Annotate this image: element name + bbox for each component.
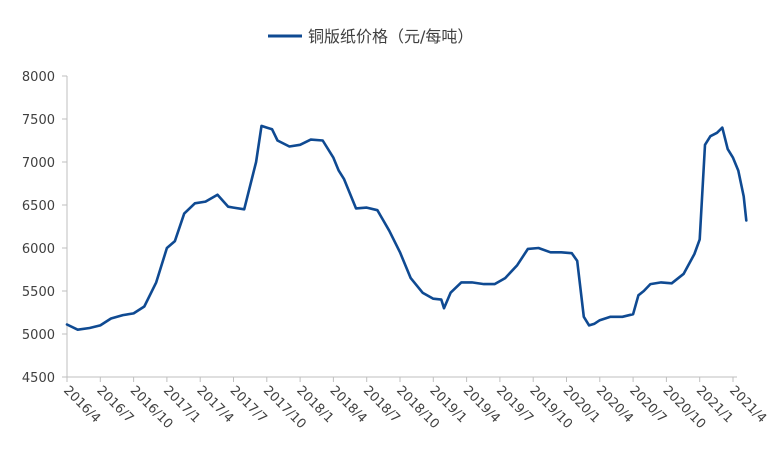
series-line-copperplate-paper-price — [65, 124, 748, 331]
legend: 铜版纸价格（元/每吨） — [268, 27, 473, 46]
y-tick-label: 5000 — [22, 328, 55, 343]
y-tick-label: 6500 — [22, 199, 55, 214]
y-tick-label: 6000 — [22, 242, 55, 257]
y-tick-label: 5500 — [22, 285, 55, 300]
y-tick-label: 7000 — [22, 156, 55, 171]
y-tick-label: 8000 — [22, 70, 55, 85]
legend-label: 铜版纸价格（元/每吨） — [308, 27, 473, 46]
x-tick-label: 2021/4 — [726, 383, 769, 426]
y-axis: 4500 5000 5500 6000 6500 7000 7500 8000 — [22, 70, 68, 386]
plot-area — [65, 124, 748, 331]
y-tick-label: 7500 — [22, 113, 55, 128]
x-axis: 2016/42016/72016/102017/12017/42017/7201… — [60, 376, 769, 432]
y-tick-label: 4500 — [22, 371, 55, 386]
